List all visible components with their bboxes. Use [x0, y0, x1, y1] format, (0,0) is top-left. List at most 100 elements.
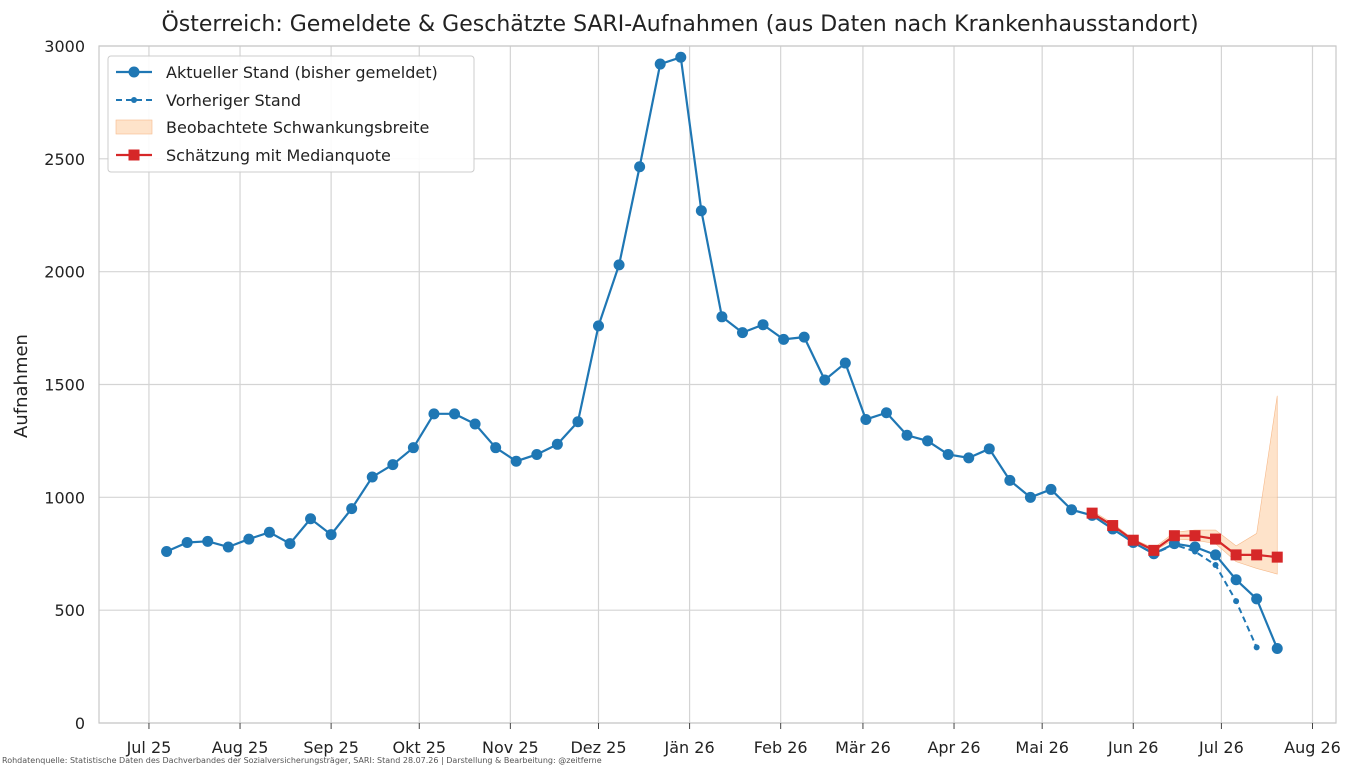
current-point	[531, 448, 543, 460]
estimate-point	[1189, 530, 1201, 542]
legend-label: Aktueller Stand (bisher gemeldet)	[166, 63, 438, 82]
current-point	[1004, 474, 1016, 486]
current-point	[387, 459, 399, 471]
y-tick-label: 0	[75, 714, 85, 733]
x-tick-label: Apr 26	[927, 738, 980, 757]
current-point	[983, 443, 995, 455]
current-point	[1251, 593, 1263, 605]
current-point	[263, 526, 275, 538]
current-point	[407, 442, 419, 454]
legend-previous-marker	[131, 97, 137, 103]
current-point	[305, 513, 317, 525]
estimate-point	[1086, 507, 1098, 519]
current-point	[161, 545, 173, 557]
current-point	[798, 331, 810, 343]
current-point	[901, 429, 913, 441]
current-point	[1024, 491, 1036, 503]
x-tick-label: Jul 26	[1198, 738, 1244, 757]
y-tick-label: 2500	[44, 150, 85, 169]
current-point	[202, 535, 214, 547]
current-point	[1045, 483, 1057, 495]
estimate-point	[1210, 533, 1222, 545]
previous-point	[1233, 598, 1240, 605]
source-footer: Rohdatenquelle: Statistische Daten des D…	[2, 756, 602, 765]
current-point	[963, 452, 975, 464]
current-point	[490, 442, 502, 454]
current-point	[1189, 541, 1201, 553]
current-point	[757, 319, 769, 331]
x-tick-label: Okt 25	[392, 738, 446, 757]
x-tick-label: Aug 25	[212, 738, 269, 757]
current-point	[860, 413, 872, 425]
y-tick-label: 1000	[44, 488, 85, 507]
y-tick-label: 1500	[44, 376, 85, 395]
current-point	[325, 529, 337, 541]
x-tick-label: Aug 26	[1284, 738, 1341, 757]
plot-frame	[98, 45, 1337, 724]
current-point	[346, 503, 358, 515]
current-point	[695, 205, 707, 217]
estimate-point	[1107, 520, 1119, 532]
current-point	[551, 438, 563, 450]
x-tick-label: Feb 26	[754, 738, 808, 757]
previous-point	[1253, 644, 1260, 651]
y-axis-label: Aufnahmen	[11, 334, 32, 438]
current-point	[716, 311, 728, 323]
current-point	[1066, 504, 1078, 516]
current-point	[284, 538, 296, 550]
axis-ticks: 0 500 1000 1500 2000 2500 3000 Jul 25 Aug 25 Sep …	[44, 37, 1341, 757]
current-point	[469, 418, 481, 430]
estimate-point	[1230, 549, 1242, 561]
current-point	[880, 407, 892, 419]
legend-box	[107, 55, 475, 173]
y-tick-label: 2000	[44, 263, 85, 282]
estimate-point	[1148, 544, 1160, 556]
current-point	[572, 416, 584, 428]
current-point	[243, 533, 255, 545]
estimate-line	[1091, 512, 1278, 559]
current-point	[654, 58, 666, 70]
x-tick-label: Sep 25	[303, 738, 359, 757]
current-point	[593, 320, 605, 332]
current-point	[634, 161, 646, 173]
current-point	[222, 541, 234, 553]
estimate-point	[1127, 534, 1139, 546]
current-point	[922, 435, 934, 447]
legend-label: Vorheriger Stand	[166, 91, 301, 110]
legend: Aktueller Stand (bisher gemeldet) Vorheri…	[107, 55, 475, 173]
current-point	[839, 357, 851, 369]
series-layer	[161, 51, 1283, 655]
current-point	[428, 408, 440, 420]
legend-current-marker	[128, 66, 140, 78]
current-point	[1210, 549, 1222, 561]
legend-band-swatch	[115, 119, 153, 135]
x-tick-label: Mai 26	[1015, 738, 1069, 757]
current-point	[819, 374, 831, 386]
legend-label: Beobachtete Schwankungsbreite	[166, 118, 429, 137]
current-point	[449, 408, 461, 420]
current-point	[675, 51, 687, 63]
current-point	[366, 471, 378, 483]
x-tick-label: Nov 25	[482, 738, 539, 757]
x-tick-label: Dez 25	[570, 738, 626, 757]
estimate-point	[1168, 530, 1180, 542]
y-tick-label: 3000	[44, 37, 85, 56]
current-point	[778, 333, 790, 345]
legend-label: Schätzung mit Medianquote	[166, 146, 391, 165]
current-point	[1271, 643, 1283, 655]
current-point	[613, 259, 625, 271]
chart-title: Österreich: Gemeldete & Geschätzte SARI-…	[161, 11, 1198, 37]
current-point	[1230, 574, 1242, 586]
y-tick-label: 500	[54, 601, 85, 620]
legend-estimate-marker	[128, 149, 140, 161]
current-point	[736, 327, 748, 339]
estimate-point	[1271, 551, 1283, 563]
current-point	[181, 536, 193, 548]
current-point	[510, 455, 522, 467]
x-tick-label: Jul 25	[126, 738, 172, 757]
current-point	[942, 448, 954, 460]
previous-point	[1212, 562, 1219, 569]
x-tick-label: Jän 26	[664, 738, 715, 757]
x-tick-label: Jun 26	[1107, 738, 1158, 757]
